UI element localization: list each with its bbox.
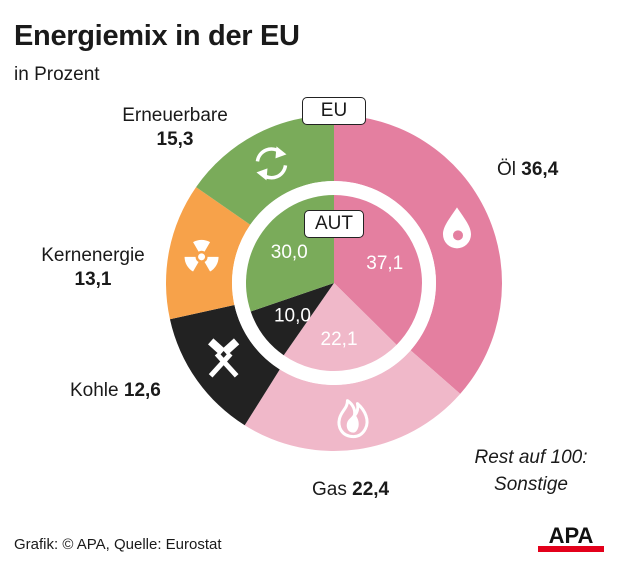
aut-segment-kohle xyxy=(250,283,334,356)
label-erneuerbare: Erneuerbare 15,3 xyxy=(100,104,250,152)
radiation-icon xyxy=(184,239,219,272)
label-oel-value: 36,4 xyxy=(521,159,559,180)
label-gas: Gas 22,4 xyxy=(312,478,389,502)
label-kohle: Kohle 12,6 xyxy=(70,379,161,403)
label-gas-value: 22,4 xyxy=(352,479,390,500)
aut-ring-label: AUT xyxy=(304,210,364,238)
flame-icon xyxy=(337,399,369,439)
chart-subtitle: in Prozent xyxy=(14,64,100,85)
label-oel-name: Öl xyxy=(497,159,516,180)
apa-logo-text: APA xyxy=(549,523,594,548)
label-kern-name: Kernenergie xyxy=(41,245,145,266)
eu-segment-kern xyxy=(166,187,251,320)
rest-note: Rest auf 100: Sonstige xyxy=(446,444,616,498)
eu-ring-label: EU xyxy=(302,97,366,125)
label-kern-value: 13,1 xyxy=(74,269,112,290)
hammers-icon xyxy=(208,338,240,378)
label-gas-name: Gas xyxy=(312,479,347,500)
recycle-icon xyxy=(255,146,288,181)
chart-title: Energiemix in der EU xyxy=(14,20,300,52)
label-erneuerbare-name: Erneuerbare xyxy=(122,105,228,126)
rest-note-line1: Rest auf 100: xyxy=(474,447,588,468)
source-footer: Grafik: © APA, Quelle: Eurostat xyxy=(14,536,222,553)
apa-logo: APA xyxy=(538,523,604,552)
aut-segment-gas xyxy=(283,283,397,371)
eu-segment-gas xyxy=(244,350,461,451)
eu-segment-oel xyxy=(334,115,502,394)
label-kohle-value: 12,6 xyxy=(123,380,161,401)
separator-ring xyxy=(232,181,436,385)
aut-value-label-gas: 22,1 xyxy=(321,329,358,350)
label-erneuerbare-value: 15,3 xyxy=(156,129,194,150)
aut-value-label-oel: 37,1 xyxy=(366,253,403,274)
aut-value-label-erneuerbare: 30,0 xyxy=(271,242,308,263)
label-kern: Kernenergie 13,1 xyxy=(18,244,168,292)
drop-icon xyxy=(442,207,471,249)
label-oel: Öl 36,4 xyxy=(497,158,558,182)
rest-note-line2: Sonstige xyxy=(494,474,568,495)
label-kohle-name: Kohle xyxy=(70,380,119,401)
aut-value-label-kohle: 10,0 xyxy=(274,305,311,326)
